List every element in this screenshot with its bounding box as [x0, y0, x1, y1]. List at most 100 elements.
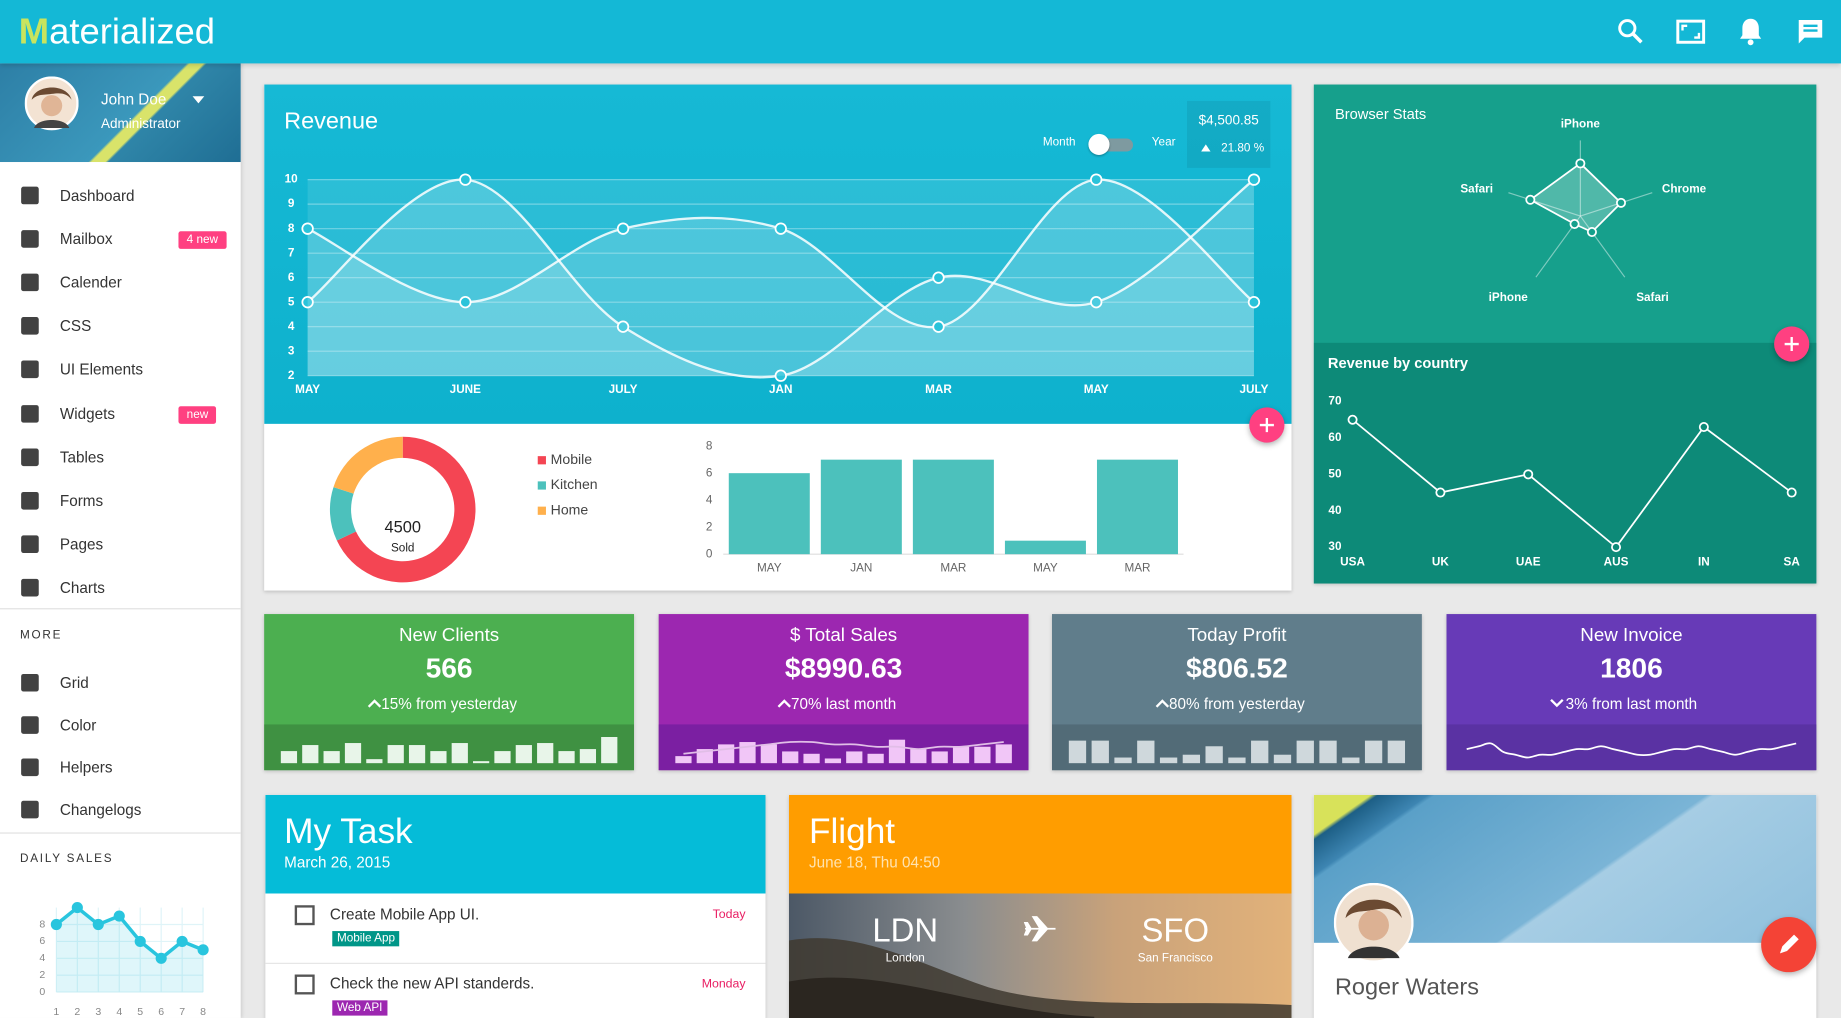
notification-icon[interactable] [1737, 16, 1765, 47]
stat-change: 70% last month [790, 695, 897, 713]
stat-strip [1446, 724, 1817, 771]
task-due: Monday [701, 976, 746, 991]
sidebar: John Doe Administrator Dashboard Mailbox 4… [0, 63, 241, 1018]
flight-card: Flight June 18, Thu 04:50 LDN London SFO… [789, 794, 1292, 1018]
stat-change: 80% from yesterday [1169, 695, 1305, 713]
menu-icon [21, 230, 39, 248]
to-city: San Francisco [1137, 952, 1213, 966]
menu-label: Helpers [59, 758, 113, 777]
task-checkbox[interactable] [294, 905, 315, 926]
browser-stats-card [1313, 84, 1817, 584]
task-date: March 26, 2015 [284, 853, 391, 872]
add-button[interactable] [1249, 407, 1285, 443]
menu-item[interactable]: Mailbox 4 new [0, 226, 241, 254]
landscape [789, 938, 1292, 1018]
section-title: MORE [19, 629, 63, 643]
menu-label: UI Elements [59, 360, 144, 379]
profile-card: Roger Waters [1313, 794, 1817, 1018]
stat-value: $806.52 [1185, 652, 1288, 685]
user-name[interactable]: John Doe [100, 90, 167, 109]
total-box: $4,500.85 21.80 % [1187, 100, 1271, 168]
toggle-label: Year [1151, 136, 1176, 150]
pencil-icon [1779, 934, 1799, 954]
menu-icon [21, 273, 39, 292]
stat-card: New Clients 566 15% from yesterday [264, 614, 635, 771]
brand[interactable]: Materialized [18, 10, 216, 52]
chat-icon[interactable] [1796, 18, 1824, 46]
menu-item[interactable]: Helpers [0, 754, 241, 782]
menu-item[interactable]: Grid [0, 669, 241, 697]
stat-change: 15% from yesterday [381, 695, 517, 713]
edit-button[interactable] [1761, 916, 1817, 973]
from-code: LDN [872, 912, 939, 949]
menu-item[interactable]: Widgets new [0, 400, 241, 428]
task-checkbox[interactable] [294, 974, 315, 995]
menu-icon [21, 673, 39, 692]
stat-value: 566 [425, 652, 473, 685]
menu-label: CSS [59, 317, 92, 335]
add-button[interactable] [1774, 326, 1810, 362]
task-text: Create Mobile App UI. [329, 905, 480, 923]
user-menu-caret[interactable] [191, 95, 205, 104]
menu-icon [21, 317, 39, 335]
menu-icon [21, 535, 39, 553]
fullscreen-icon[interactable] [1675, 18, 1706, 46]
stat-title: New Invoice [1580, 625, 1683, 646]
stat-title: $ Total Sales [789, 625, 898, 646]
menu-item[interactable]: Forms [0, 487, 241, 515]
search-icon[interactable] [1617, 18, 1645, 46]
chevron [777, 699, 791, 708]
menu-item[interactable]: UI Elements [0, 356, 241, 384]
menu-label: Changelogs [59, 800, 142, 819]
menu-item[interactable]: Color [0, 712, 241, 740]
chevron [367, 699, 381, 708]
stat-change: 3% from last month [1565, 695, 1698, 713]
chevron [1549, 698, 1564, 708]
stat-strip [1052, 724, 1422, 771]
trend-chevron [1549, 698, 1564, 708]
menu-item[interactable]: Changelogs [0, 796, 241, 824]
trend-chevron [777, 699, 791, 708]
stat-title: Today Profit [1187, 625, 1287, 646]
menu-icon [21, 491, 39, 510]
to-code: SFO [1141, 912, 1210, 949]
menu-item[interactable]: CSS [0, 313, 241, 341]
total-value: $4,500.85 [1198, 113, 1259, 128]
toggle-knob[interactable] [1088, 133, 1110, 155]
profile-avatar [1333, 882, 1414, 963]
menu-item[interactable]: Tables [0, 443, 241, 471]
menu-icon [21, 578, 39, 597]
flight-header: Flight June 18, Thu 04:50 [789, 794, 1292, 894]
top-bar: Materialized [0, 0, 1841, 64]
menu-label: Mailbox [59, 230, 113, 248]
menu-badge: new [178, 405, 217, 424]
menu-label: Calender [59, 273, 122, 292]
stat-strip [658, 724, 1029, 771]
menu-icon [21, 800, 39, 819]
menu-item[interactable]: Charts [0, 574, 241, 602]
task-card: My Task March 26, 2015 Create Mobile App… [265, 794, 766, 1018]
divider [0, 608, 241, 610]
task-header: My Task March 26, 2015 [265, 794, 766, 894]
menu-item[interactable]: Pages [0, 530, 241, 558]
plus-icon [1784, 336, 1799, 352]
flight-title: Flight [808, 812, 896, 852]
revenue-header [264, 84, 1292, 424]
country-panel [1313, 342, 1817, 584]
menu-item[interactable]: Calender [0, 269, 241, 297]
menu-item[interactable]: Dashboard [0, 182, 241, 210]
divider [0, 832, 241, 834]
menu-icon [21, 360, 39, 379]
plane-icon [1023, 916, 1056, 942]
menu-icon [21, 186, 39, 205]
menu-icon [21, 716, 39, 734]
flight-image: LDN London SFO San Francisco [789, 893, 1292, 1018]
trend-chevron [1155, 699, 1169, 708]
up-arrow [1201, 144, 1211, 152]
user-avatar [24, 76, 79, 131]
stat-card: $ Total Sales $8990.63 70% last month [658, 614, 1029, 771]
revenue-card: Month Year $4,500.85 21.80 % [264, 84, 1292, 591]
menu-label: Charts [59, 578, 105, 597]
